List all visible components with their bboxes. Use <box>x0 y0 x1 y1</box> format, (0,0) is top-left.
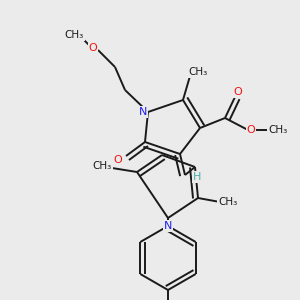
Text: CH₃: CH₃ <box>188 67 208 77</box>
Text: CH₃: CH₃ <box>64 30 84 40</box>
Text: O: O <box>247 125 255 135</box>
Text: CH₃: CH₃ <box>268 125 288 135</box>
Text: N: N <box>139 107 147 117</box>
Text: O: O <box>88 43 98 53</box>
Text: O: O <box>114 155 122 165</box>
Text: CH₃: CH₃ <box>92 161 112 171</box>
Text: N: N <box>164 221 172 231</box>
Text: CH₃: CH₃ <box>218 197 238 207</box>
Text: O: O <box>234 87 242 97</box>
Text: H: H <box>193 172 201 182</box>
